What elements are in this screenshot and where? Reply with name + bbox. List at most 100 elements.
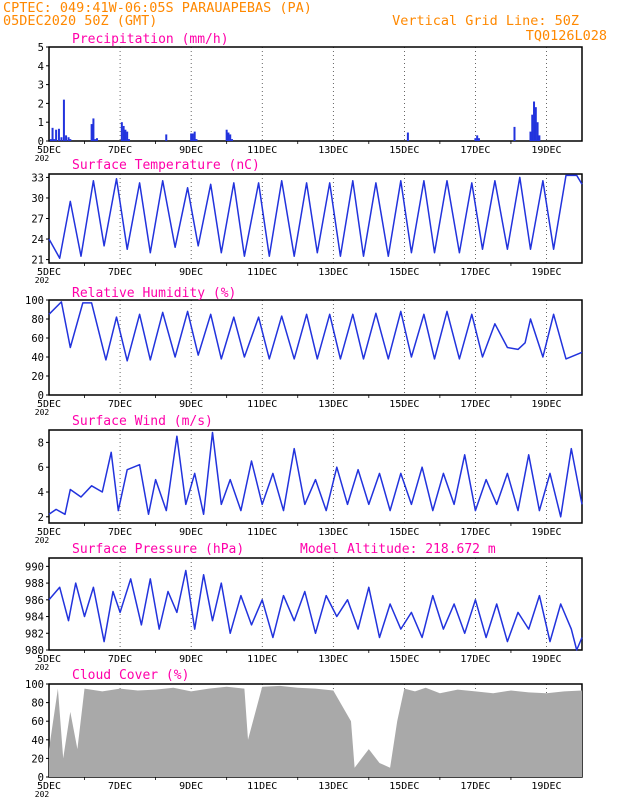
precip-bar (55, 129, 58, 141)
precip-bar (230, 139, 233, 141)
panel-title: Relative Humidity (%) (72, 286, 236, 301)
y-tick-label: 4 (38, 61, 44, 73)
precip-bar (92, 118, 95, 141)
y-tick-label: 100 (25, 295, 44, 307)
precip-bar (53, 139, 56, 141)
y-tick-label: 2 (38, 98, 44, 110)
x-tick-label: 17DEC (460, 654, 490, 665)
panel-title: Surface Wind (m/s) (72, 414, 213, 429)
panels: 5DEC 7DEC 9DEC 11DEC 13DEC 15DEC 17DEC 19DEC202… (25, 32, 583, 799)
precip-bar (195, 139, 198, 141)
x-tick-label: 19DEC (531, 145, 561, 156)
precip-bar (94, 139, 97, 141)
y-tick-label: 6 (38, 462, 44, 474)
x-tick-label: 13DEC (318, 654, 348, 665)
plot-frame (48, 429, 583, 524)
x-tick-label: 7DEC (108, 781, 132, 792)
x-tick-label: 7DEC (108, 654, 132, 665)
precip-bar (193, 131, 196, 141)
precip-bar (67, 137, 70, 141)
precip-bar (62, 99, 65, 141)
y-tick-label: 21 (31, 255, 44, 267)
y-tick-label: 33 (31, 172, 44, 184)
plot-frame (48, 46, 583, 142)
x-tick-label: 19DEC (531, 781, 561, 792)
y-tick-label: 980 (25, 645, 44, 657)
x-tick-label: 11DEC (247, 399, 277, 410)
x-tick-label: 11DEC (247, 145, 277, 156)
precip-bar (126, 131, 129, 141)
precip-bar (127, 139, 130, 141)
x-tick-label: 11DEC (247, 527, 277, 538)
y-tick-label: 80 (31, 314, 44, 326)
precip-bar (51, 127, 54, 141)
x-tick-label: 15DEC (389, 145, 419, 156)
x-tick-label: 11DEC (247, 654, 277, 665)
x-tick-sub: 202 (35, 536, 50, 545)
panel-5: 5DEC 7DEC 9DEC 11DEC 13DEC 15DEC 17DEC 19DEC 202… (25, 542, 583, 672)
x-tick-label: 17DEC (460, 527, 490, 538)
x-tick-label: 5DEC (37, 654, 61, 665)
x-tick-label: 5DEC (37, 145, 61, 156)
x-tick-label: 13DEC (318, 399, 348, 410)
y-tick-label: 24 (31, 234, 44, 246)
precip-bar (90, 124, 93, 141)
header-station: CPTEC: 049:41W-06:05S PARAUAPEBAS (PA) (3, 0, 312, 16)
series-line (48, 301, 583, 362)
precip-bar (191, 133, 194, 141)
precip-bar (49, 139, 52, 141)
x-tick-label: 9DEC (179, 527, 203, 538)
x-tick-label: 15DEC (389, 527, 419, 538)
header-date: 05DEC2020 50Z (GMT) (3, 13, 157, 29)
panel-4: 5DEC 7DEC 9DEC 11DEC 13DEC 15DEC 17DEC 19DEC 202… (35, 414, 583, 545)
y-tick-label: 982 (25, 628, 44, 640)
y-tick-label: 27 (31, 214, 44, 226)
x-tick-label: 9DEC (179, 267, 203, 278)
precip-bar (95, 138, 98, 141)
y-tick-label: 4 (38, 487, 44, 499)
precip-bar (122, 125, 125, 141)
y-tick-label: 40 (31, 735, 44, 747)
x-tick-label: 17DEC (460, 267, 490, 278)
x-tick-label: 5DEC (37, 267, 61, 278)
panel-title: Precipitation (mm/h) (72, 32, 229, 47)
y-tick-label: 0 (38, 390, 44, 402)
x-tick-label: 5DEC (37, 527, 61, 538)
precip-bar (165, 134, 168, 141)
y-tick-label: 60 (31, 333, 44, 345)
panel-1: 5DEC 7DEC 9DEC 11DEC 13DEC 15DEC 17DEC 19DEC202… (35, 32, 583, 163)
x-tick-label: 5DEC (37, 399, 61, 410)
y-tick-label: 20 (31, 753, 44, 765)
x-tick-label: 13DEC (318, 145, 348, 156)
cloud-area (49, 685, 582, 777)
y-tick-label: 3 (38, 80, 44, 92)
x-tick-label: 9DEC (179, 145, 203, 156)
precip-bar (57, 128, 60, 141)
panel-title: Surface Pressure (hPa) (72, 542, 244, 557)
panel-3: 5DEC 7DEC 9DEC 11DEC 13DEC 15DEC 17DEC 19DEC202… (25, 286, 583, 417)
x-tick-label: 19DEC (531, 654, 561, 665)
y-tick-label: 984 (25, 612, 44, 624)
y-tick-label: 40 (31, 352, 44, 364)
header-grid-note: Vertical Grid Line: 50Z (392, 13, 579, 29)
header-code: TQ0126L028 (526, 28, 607, 44)
x-tick-label: 11DEC (247, 267, 277, 278)
y-tick-label: 1 (38, 117, 44, 129)
precip-bar (120, 122, 123, 141)
x-tick-label: 19DEC (531, 399, 561, 410)
x-tick-label: 5DEC (37, 781, 61, 792)
y-tick-label: 80 (31, 698, 44, 710)
precip-bar (534, 107, 537, 141)
x-tick-label: 17DEC (460, 781, 490, 792)
precip-bar (529, 131, 532, 141)
x-tick-label: 7DEC (108, 267, 132, 278)
y-tick-label: 60 (31, 716, 44, 728)
panel-title: Cloud Cover (%) (72, 668, 189, 683)
x-tick-sub: 202 (35, 408, 50, 417)
x-tick-label: 7DEC (108, 399, 132, 410)
plot-frame (48, 299, 583, 396)
y-tick-label: 0 (38, 136, 44, 148)
x-tick-sub: 202 (35, 276, 50, 285)
y-tick-label: 988 (25, 578, 44, 590)
